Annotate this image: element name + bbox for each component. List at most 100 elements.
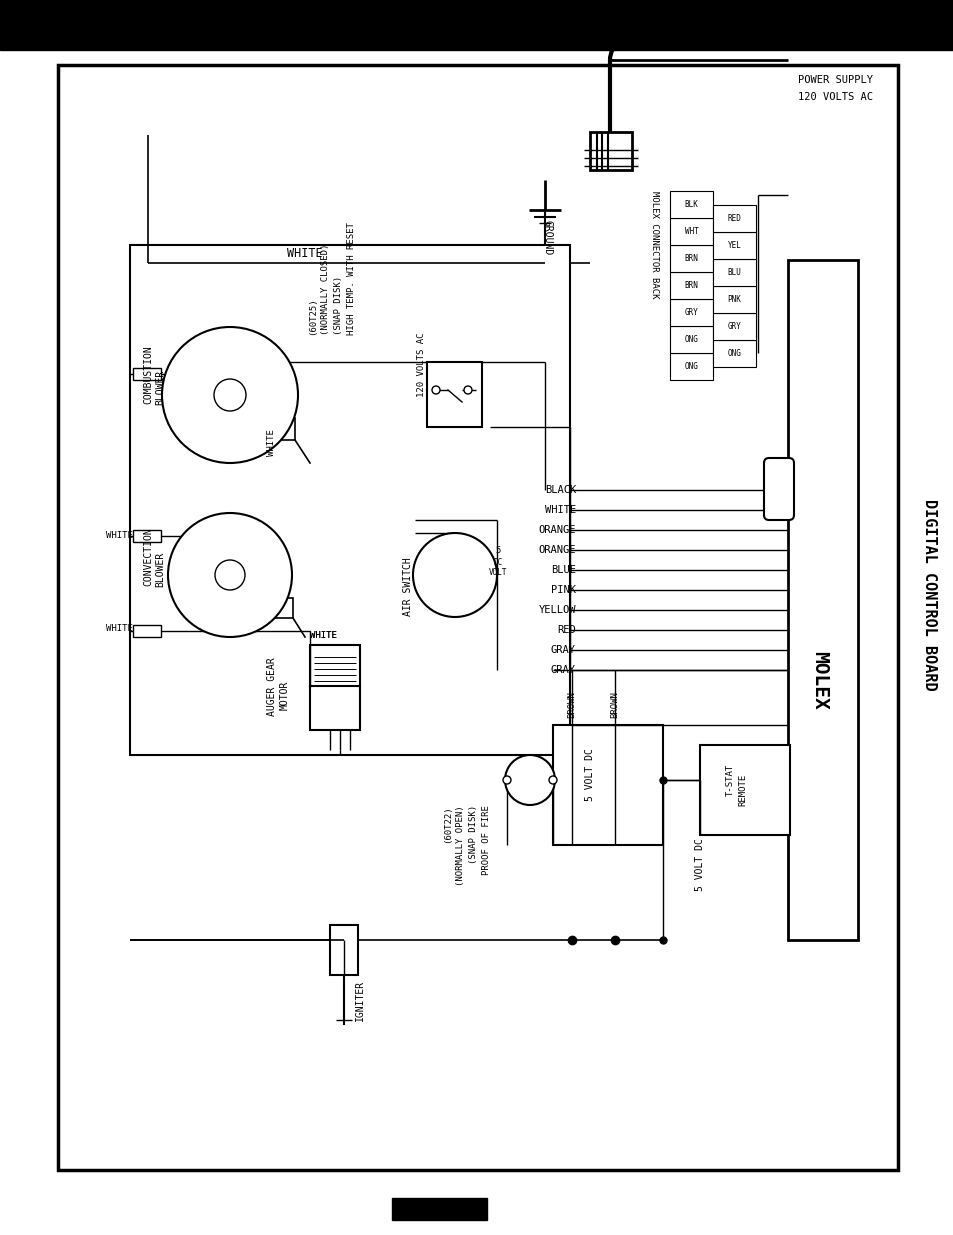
Text: BROWN: BROWN <box>610 692 618 719</box>
Bar <box>669 272 712 299</box>
Text: ONG: ONG <box>684 335 698 345</box>
Text: GRAY: GRAY <box>551 664 576 676</box>
Text: 120 VOLTS AC: 120 VOLTS AC <box>417 332 426 398</box>
Bar <box>310 685 359 730</box>
Bar <box>553 725 662 845</box>
Bar <box>669 353 712 380</box>
Bar <box>589 132 631 170</box>
Bar <box>330 925 357 974</box>
Bar <box>132 625 161 637</box>
Text: BLOWER: BLOWER <box>154 551 165 587</box>
Circle shape <box>214 559 245 590</box>
Text: BRN: BRN <box>684 254 698 263</box>
Text: CONVECTION: CONVECTION <box>143 527 152 587</box>
Text: GROUND: GROUND <box>542 220 553 256</box>
Bar <box>669 245 712 272</box>
Text: AIR SWITCH: AIR SWITCH <box>402 558 413 616</box>
Text: ONG: ONG <box>684 362 698 370</box>
Text: MOLEX CONNECTOR BACK: MOLEX CONNECTOR BACK <box>650 191 659 299</box>
Text: (60T25): (60T25) <box>308 298 317 335</box>
Bar <box>58 65 897 1170</box>
Text: BROWN: BROWN <box>567 692 576 719</box>
Text: BLOWER: BLOWER <box>154 369 165 405</box>
Text: BLACK: BLACK <box>544 485 576 495</box>
Text: ONG: ONG <box>727 350 740 358</box>
Text: COMBUSTION: COMBUSTION <box>143 346 152 404</box>
Text: PROOF OF FIRE: PROOF OF FIRE <box>482 805 491 874</box>
Bar <box>712 259 755 287</box>
Bar <box>712 340 755 367</box>
Circle shape <box>432 387 439 394</box>
Text: ORANGE: ORANGE <box>537 545 576 555</box>
Bar <box>712 232 755 259</box>
Circle shape <box>413 534 497 618</box>
Bar <box>0 0 953 49</box>
Bar <box>669 326 712 353</box>
Text: GRY: GRY <box>684 308 698 317</box>
Bar <box>130 245 569 755</box>
Text: PNK: PNK <box>727 295 740 304</box>
Circle shape <box>502 776 511 784</box>
Circle shape <box>548 776 557 784</box>
Text: REMOTE: REMOTE <box>738 774 747 806</box>
Bar <box>712 287 755 312</box>
Text: (NORMALLY OPEN): (NORMALLY OPEN) <box>456 805 465 885</box>
Circle shape <box>463 387 472 394</box>
Text: 120 VOLTS AC: 120 VOLTS AC <box>797 91 872 103</box>
Bar <box>669 299 712 326</box>
Bar <box>700 745 789 835</box>
Text: 5 VOLT DC: 5 VOLT DC <box>695 839 704 892</box>
Text: T-STAT: T-STAT <box>724 764 734 797</box>
Text: PINK: PINK <box>551 585 576 595</box>
Text: (SNAP DISK): (SNAP DISK) <box>469 805 478 864</box>
Bar <box>712 312 755 340</box>
Text: WHITE: WHITE <box>106 531 132 540</box>
Text: WHITE: WHITE <box>310 631 336 640</box>
Text: BLUE: BLUE <box>551 564 576 576</box>
Text: WHITE: WHITE <box>267 430 276 457</box>
Text: MOTOR: MOTOR <box>280 680 290 710</box>
Text: YELLOW: YELLOW <box>537 605 576 615</box>
Text: HIGH TEMP. WITH RESET: HIGH TEMP. WITH RESET <box>347 222 356 335</box>
Text: WHITE: WHITE <box>310 631 336 640</box>
Circle shape <box>504 755 555 805</box>
Text: MOLEX: MOLEX <box>810 651 828 709</box>
Text: BLK: BLK <box>684 200 698 209</box>
Text: WHITE: WHITE <box>544 505 576 515</box>
Bar <box>669 191 712 219</box>
Text: WHITE: WHITE <box>287 247 322 259</box>
Bar <box>669 219 712 245</box>
Text: DIGITAL CONTROL BOARD: DIGITAL CONTROL BOARD <box>922 499 937 690</box>
Bar <box>265 417 294 440</box>
Bar <box>132 368 161 380</box>
Bar <box>787 261 857 940</box>
Text: RED: RED <box>727 214 740 224</box>
Bar <box>265 598 293 618</box>
Circle shape <box>168 513 292 637</box>
Text: ORANGE: ORANGE <box>537 525 576 535</box>
Bar <box>392 1198 486 1220</box>
Text: 5 VOLT DC: 5 VOLT DC <box>584 748 595 802</box>
Text: RED: RED <box>557 625 576 635</box>
Text: IGNITER: IGNITER <box>355 979 365 1020</box>
Bar <box>712 205 755 232</box>
Text: WHITE: WHITE <box>106 624 132 632</box>
Text: VOLT: VOLT <box>488 568 507 577</box>
Text: DC: DC <box>493 557 502 567</box>
Text: WHT: WHT <box>684 227 698 236</box>
Bar <box>310 645 359 687</box>
Text: GRY: GRY <box>727 322 740 331</box>
Text: BLU: BLU <box>727 268 740 277</box>
Text: YEL: YEL <box>727 241 740 249</box>
Text: (60T22): (60T22) <box>443 805 452 842</box>
Text: (SNAP DISK): (SNAP DISK) <box>335 275 343 335</box>
Circle shape <box>213 379 246 411</box>
Bar <box>132 530 161 542</box>
Text: (NORMALLY CLOSED): (NORMALLY CLOSED) <box>321 243 330 335</box>
Text: 5: 5 <box>495 546 500 555</box>
Text: POWER SUPPLY: POWER SUPPLY <box>797 75 872 85</box>
Text: AUGER GEAR: AUGER GEAR <box>267 657 276 716</box>
Circle shape <box>162 327 297 463</box>
FancyBboxPatch shape <box>763 458 793 520</box>
Text: BRN: BRN <box>684 282 698 290</box>
